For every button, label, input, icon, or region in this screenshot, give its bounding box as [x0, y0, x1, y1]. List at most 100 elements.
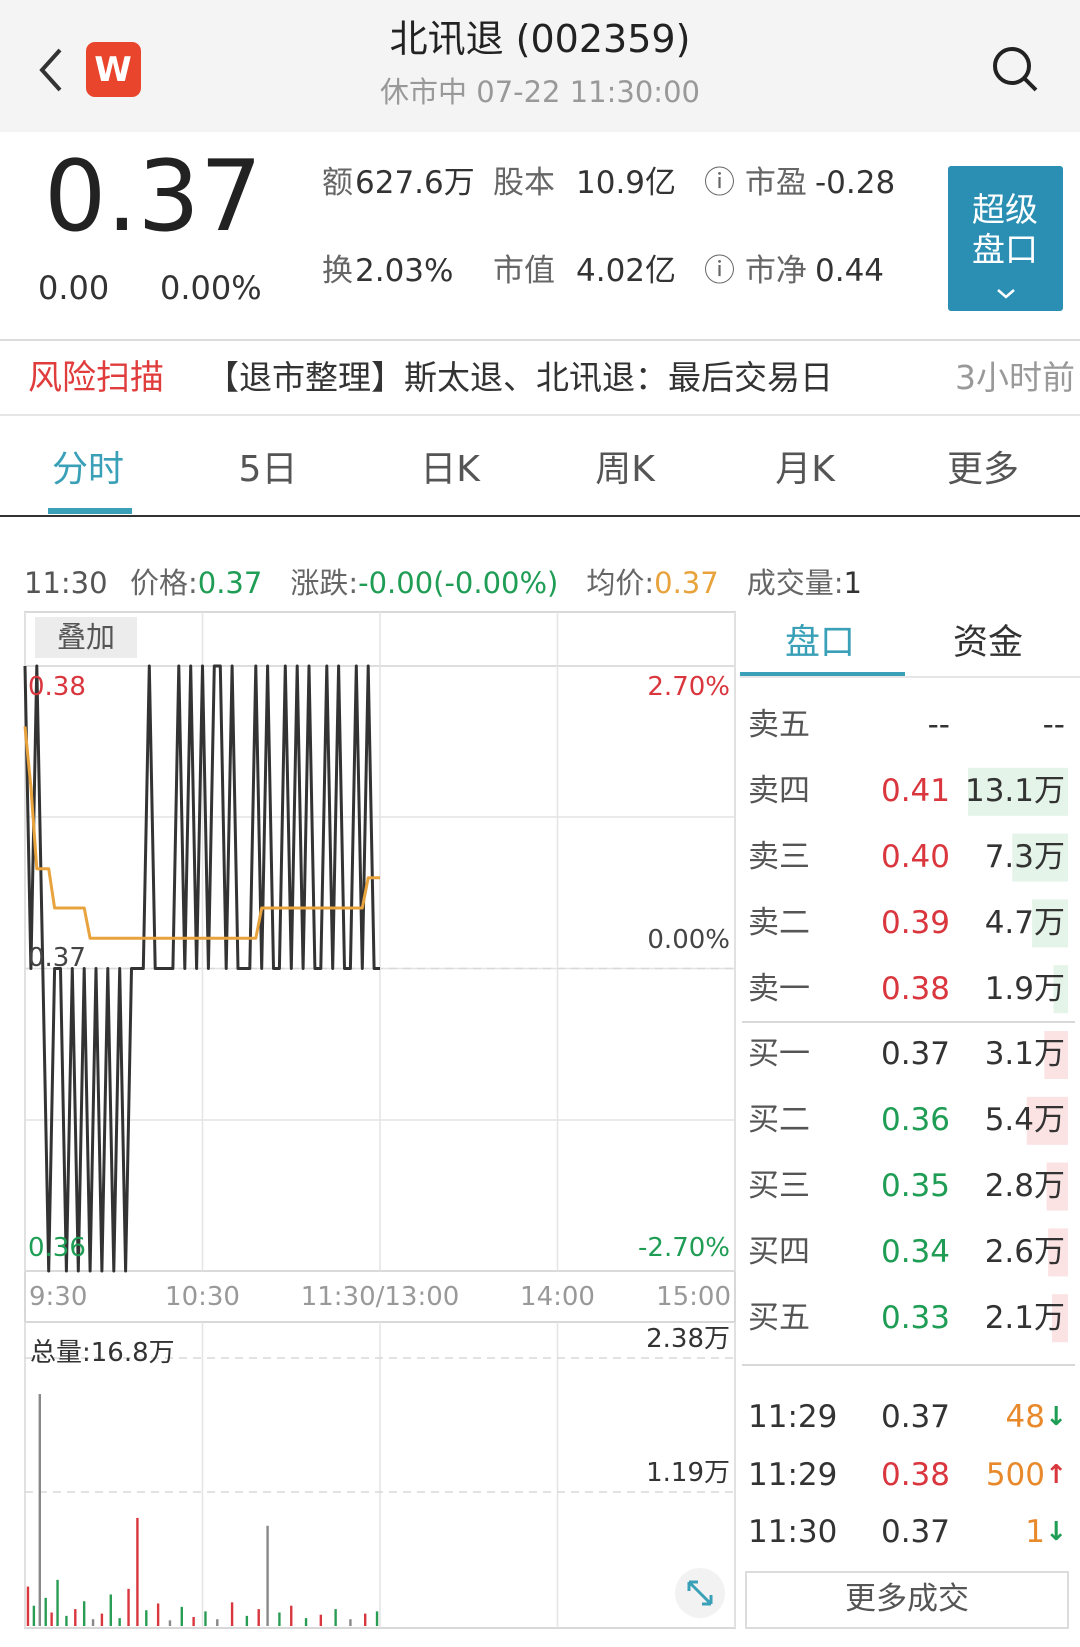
book-level: 买三: [748, 1168, 810, 1204]
info-label: 均价:: [586, 565, 655, 600]
book-level: 卖五: [748, 707, 810, 744]
x-tick-label: 10:30: [165, 1282, 240, 1313]
volume-bar: [192, 1616, 195, 1626]
info-value: -0.00(-0.00%): [358, 565, 559, 600]
stat-label: 额: [322, 165, 353, 202]
book-price: 0.33: [880, 1299, 950, 1336]
volume-bar: [257, 1609, 260, 1626]
book-price: --: [927, 707, 950, 744]
book-price: 0.36: [880, 1102, 950, 1139]
volume-tick-label: 1.19万: [646, 1458, 730, 1489]
market-status: 休市中 07-22 11:30:00: [380, 74, 700, 109]
depth-bar: [1046, 1162, 1068, 1211]
book-level: 卖三: [748, 839, 810, 875]
trade-price: 0.37: [880, 1399, 950, 1436]
chart-tab[interactable]: 5日: [238, 449, 298, 491]
volume-total: 总量:16.8万: [30, 1338, 175, 1369]
book-volume: 2.6万: [984, 1233, 1065, 1270]
volume-bar: [145, 1610, 148, 1626]
more-trades-button[interactable]: 更多成交: [845, 1581, 969, 1618]
stat-value: 627.6万: [355, 165, 475, 202]
volume-bar: [56, 1579, 59, 1626]
book-level: 买二: [748, 1102, 810, 1139]
panel-tab[interactable]: 盘口: [784, 623, 856, 663]
price-line: [23, 664, 380, 1273]
overlay-button[interactable]: 叠加: [56, 619, 116, 654]
stat-value: 0.44: [815, 253, 885, 290]
chart-tab[interactable]: 分时: [51, 449, 125, 491]
app-icon[interactable]: W: [94, 49, 132, 90]
panel-tab[interactable]: 资金: [952, 623, 1024, 663]
book-price: 0.34: [880, 1233, 950, 1270]
chart-tab[interactable]: 月K: [775, 449, 835, 491]
risk-news[interactable]: 【退市整理】斯太退、北讯退：最后交易日: [206, 358, 833, 398]
book-volume: 4.7万: [984, 904, 1065, 941]
stat-value: 10.9亿: [576, 165, 677, 202]
volume-bar: [127, 1588, 130, 1626]
book-level: 买五: [748, 1299, 810, 1336]
book-volume: 13.1万: [964, 773, 1065, 810]
header-bg: [0, 0, 1080, 132]
trade-time: 11:30: [748, 1514, 838, 1551]
book-level: 卖二: [748, 904, 810, 941]
book-price: 0.38: [880, 970, 950, 1007]
super-button-bg[interactable]: [948, 166, 1063, 311]
trade-direction: ↑: [1045, 1459, 1067, 1490]
volume-bar: [74, 1609, 77, 1626]
volume-bar: [118, 1618, 121, 1626]
volume-tick-label: 2.38万: [646, 1324, 730, 1355]
book-volume: 3.1万: [984, 1036, 1065, 1073]
trade-volume: 1: [1025, 1514, 1045, 1551]
book-volume: 1.9万: [984, 970, 1065, 1007]
depth-bar: [1048, 1228, 1068, 1277]
chart-tab[interactable]: 周K: [595, 449, 655, 491]
stat-value: 2.03%: [355, 253, 454, 290]
trade-time: 11:29: [748, 1399, 838, 1436]
search-icon[interactable]: [993, 47, 1031, 85]
price-change-pct: 0.00%: [160, 268, 262, 307]
volume-bar: [319, 1614, 323, 1626]
depth-bar: [1012, 833, 1068, 882]
super-button[interactable]: 盘口: [972, 230, 1038, 270]
price-change: 0.00: [38, 268, 110, 307]
trade-volume: 500: [985, 1456, 1045, 1493]
x-tick-label: 14:00: [520, 1282, 595, 1313]
volume-bar: [278, 1612, 281, 1626]
stat-label: 换: [322, 253, 353, 290]
back-button[interactable]: [39, 48, 62, 92]
last-price: 0.37: [44, 140, 263, 255]
book-price: 0.40: [880, 839, 950, 875]
super-button[interactable]: 超级: [972, 190, 1038, 230]
volume-bar: [180, 1606, 183, 1626]
book-volume: 2.8万: [984, 1168, 1065, 1204]
risk-label[interactable]: 风险扫描: [28, 357, 164, 398]
volume-bar: [82, 1601, 86, 1626]
chevron: [997, 289, 1015, 299]
book-price: 0.41: [880, 773, 950, 810]
price-line: [23, 726, 380, 940]
book-volume: 2.1万: [984, 1299, 1065, 1336]
more-trades-bg[interactable]: [745, 1571, 1069, 1629]
chart-tab[interactable]: 日K: [420, 449, 480, 491]
chart-tab[interactable]: 更多: [946, 449, 1020, 491]
book-level: 卖四: [748, 773, 810, 810]
volume-bar: [334, 1609, 337, 1626]
search-icon-handle: [1022, 76, 1038, 92]
volume-bar: [290, 1605, 293, 1626]
volume-bar: [38, 1394, 41, 1626]
volume-bar: [230, 1602, 234, 1626]
y-tick-label: 0.37: [28, 942, 86, 973]
stat-label: ⓘ 市盈: [704, 165, 807, 202]
trade-price: 0.38: [880, 1456, 950, 1493]
overlay-button-bg[interactable]: [35, 617, 137, 658]
info-value: 1: [843, 565, 862, 600]
stat-label: 市值: [493, 253, 555, 290]
book-volume: 7.3万: [984, 839, 1065, 875]
trade-volume: 48: [1005, 1399, 1045, 1436]
depth-bar: [1053, 965, 1068, 1014]
trade-time: 11:29: [748, 1456, 838, 1493]
depth-bar: [1026, 1096, 1068, 1145]
stat-label: ⓘ 市净: [704, 253, 807, 290]
volume-bar: [266, 1525, 269, 1626]
